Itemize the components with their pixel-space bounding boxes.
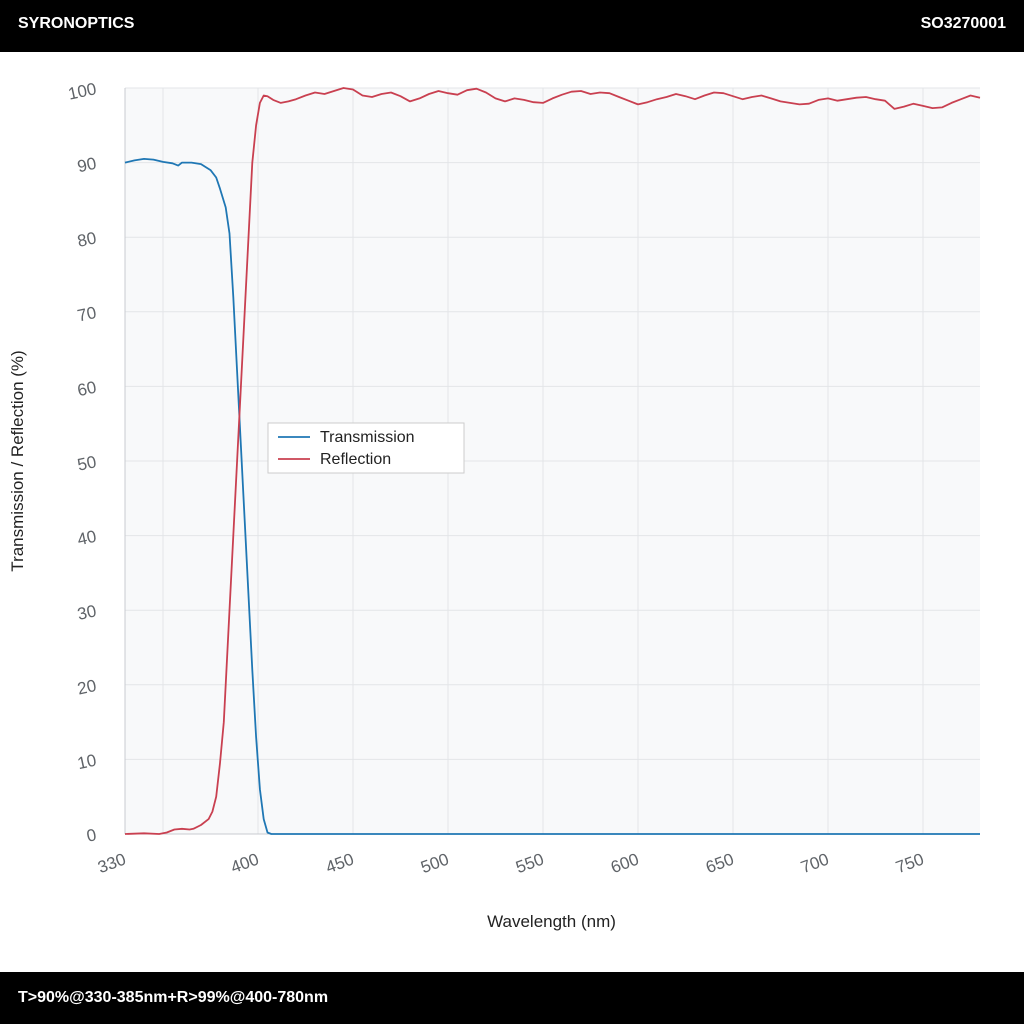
legend-label-transmission: Transmission <box>320 429 415 446</box>
y-tick-label: 100 <box>66 79 98 103</box>
y-tick-label: 90 <box>76 154 98 177</box>
legend-label-reflection: Reflection <box>320 451 391 468</box>
y-tick-labels: 0 10 20 30 40 50 60 70 80 90 100 <box>66 79 98 846</box>
series-lines <box>124 87 981 835</box>
x-tick-label: 330 <box>95 850 128 878</box>
x-tick-label: 500 <box>418 850 451 878</box>
spec-text: T>90%@330-385nm+R>99%@400-780nm <box>18 989 329 1006</box>
product-code: SO3270001 <box>920 15 1006 32</box>
x-axis-label: Wavelength (nm) <box>487 912 616 931</box>
legend: Transmission Reflection <box>267 422 465 474</box>
x-tick-labels: 330 400 450 500 550 600 650 700 750 <box>95 850 926 878</box>
y-tick-label: 60 <box>76 378 98 401</box>
x-tick-label: 650 <box>703 850 736 878</box>
y-tick-label: 70 <box>76 303 98 326</box>
series-line-reflection <box>124 87 981 835</box>
x-tick-label: 600 <box>608 850 641 878</box>
y-tick-label: 10 <box>76 751 98 774</box>
legend-box <box>267 422 465 474</box>
footer-bar: T>90%@330-385nm+R>99%@400-780nm <box>0 972 1024 1024</box>
y-tick-label: 20 <box>76 676 98 699</box>
y-tick-label: 0 <box>85 825 98 846</box>
y-tick-label: 30 <box>76 601 98 624</box>
y-tick-label: 40 <box>76 527 98 550</box>
x-tick-label: 700 <box>798 850 831 878</box>
y-axis-label: Transmission / Reflection (%) <box>8 350 27 571</box>
x-tick-label: 450 <box>323 850 356 878</box>
header-bar: SYRONOPTICS SO3270001 <box>0 0 1024 52</box>
x-tick-label: 750 <box>893 850 926 878</box>
y-tick-label: 50 <box>76 452 98 475</box>
x-tick-label: 400 <box>228 850 261 878</box>
brand-name: SYRONOPTICS <box>18 15 135 32</box>
y-tick-label: 80 <box>76 228 98 251</box>
series-line-transmission <box>124 158 980 835</box>
x-tick-label: 550 <box>513 850 546 878</box>
